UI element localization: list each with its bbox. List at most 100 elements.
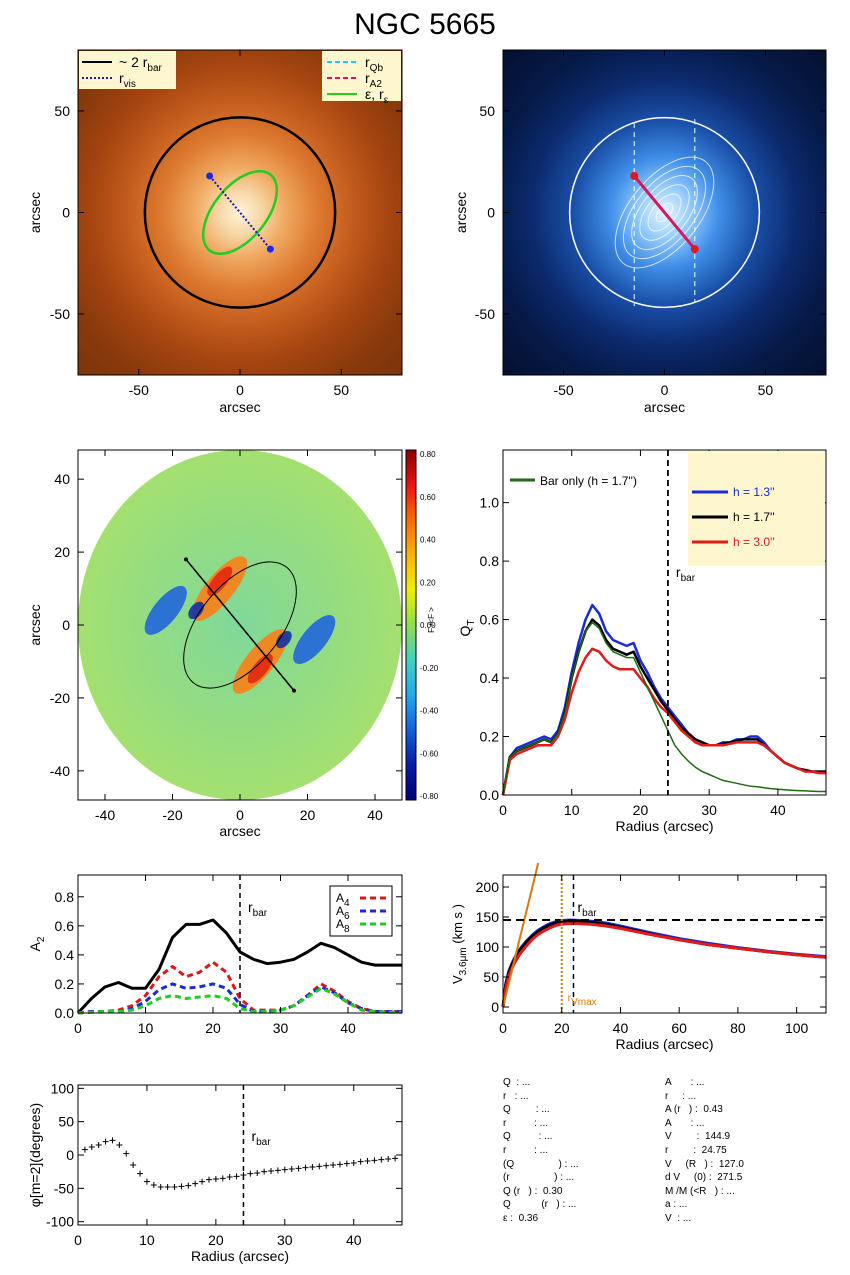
- y-tick-label: 0: [62, 617, 70, 633]
- phase-point: [247, 1170, 254, 1177]
- velocity-frame: [502, 874, 827, 1014]
- y-tick-label: 0.6: [480, 612, 500, 628]
- phase-point: [102, 1138, 109, 1145]
- y-axis-label: arcsec: [27, 192, 43, 233]
- x-tick-label: 0: [499, 1020, 507, 1036]
- rbar-label: rbar: [251, 1128, 271, 1148]
- y-tick-label: 0.4: [55, 947, 75, 963]
- phase-point: [192, 1180, 199, 1187]
- legend-b-box: [322, 51, 401, 101]
- phase-point: [261, 1168, 268, 1175]
- legend-b-label: ε, rε: [365, 86, 389, 106]
- bar-axis-line: [185, 558, 295, 692]
- phase-point: [309, 1164, 316, 1170]
- phase-point: [316, 1163, 323, 1170]
- bar-circle-2rbar: [143, 116, 337, 309]
- phase-point: [288, 1166, 295, 1172]
- x-tick-label: 0: [236, 382, 244, 398]
- phase-point: [185, 1182, 192, 1189]
- x-tick-label: 0: [499, 802, 507, 818]
- stats-line: r : ...: [503, 1090, 529, 1102]
- force-contour: [631, 175, 698, 250]
- phase-point: [212, 1176, 219, 1182]
- stats-line: r : ...: [665, 1090, 697, 1102]
- y-tick-label: 1.0: [480, 495, 500, 511]
- amplitude-series-line: [77, 960, 402, 1015]
- qt-frame: [502, 449, 827, 796]
- phase-point: [385, 1156, 392, 1162]
- rvis-endpoint: [266, 245, 274, 253]
- bar-ellipse: [183, 561, 297, 689]
- negative-lobe: [293, 615, 336, 665]
- rvis-line: [208, 175, 272, 250]
- legend-qt-label: h = 3.0'': [733, 535, 775, 549]
- y-tick-label: 0: [62, 205, 70, 221]
- amplitude-series-line: [77, 982, 402, 1015]
- y-tick-label: -100: [46, 1214, 74, 1230]
- legend-qt-label: h = 1.7'': [733, 510, 775, 524]
- x-tick-label: 10: [139, 1232, 155, 1248]
- phase-point: [143, 1178, 150, 1185]
- stats-line: r : ...: [503, 1117, 549, 1129]
- stats-line: V : 144.9: [665, 1131, 731, 1143]
- phase-point: [343, 1160, 350, 1167]
- y-tick-label: 0.8: [55, 889, 75, 905]
- qt-series-line: [501, 603, 826, 796]
- y-tick-label: -50: [54, 1180, 74, 1196]
- qt-series-line: [502, 621, 826, 796]
- phase-point: [330, 1162, 337, 1168]
- rbar-label: rbar: [248, 899, 268, 919]
- amplitude-frame: [77, 874, 403, 1014]
- negative-core: [276, 630, 292, 649]
- y-tick-label: 200: [476, 879, 500, 895]
- legend-bar-only-label: Bar only (h = 1.7''): [540, 474, 637, 488]
- colorbar-tick-label: -0.20: [420, 664, 439, 673]
- phase-point: [268, 1168, 275, 1174]
- bar-endpoint: [184, 557, 188, 562]
- legend-qt-box: [688, 451, 825, 566]
- negative-lobe: [144, 585, 187, 635]
- y-tick-label: 0.0: [480, 787, 500, 803]
- x-tick-label: 100: [785, 1020, 809, 1036]
- phase-point: [233, 1173, 240, 1180]
- force-contour: [639, 184, 690, 241]
- y-tick-label: 100: [476, 939, 500, 955]
- rhm-label: rVmax: [568, 993, 597, 1008]
- phase-point: [350, 1160, 357, 1166]
- y-tick-label: -40: [50, 763, 70, 779]
- phase-point: [274, 1167, 281, 1174]
- x-axis-label: Radius (arcsec): [615, 818, 713, 834]
- x-tick-label: 40: [346, 1232, 362, 1248]
- y-axis-label: V3.6μm (km s ): [450, 904, 469, 984]
- y-axis-label: A2: [27, 936, 47, 951]
- colorbar-tick-label: 0.20: [420, 578, 436, 587]
- positive-core: [207, 566, 233, 596]
- phase-point: [357, 1158, 364, 1165]
- x-tick-label: 40: [367, 807, 383, 823]
- x-tick-label: -20: [162, 807, 182, 823]
- stats-line: Q (r ) : 0.30: [503, 1185, 563, 1197]
- y-tick-label: 0: [487, 205, 495, 221]
- y-axis-label: QT: [457, 620, 477, 637]
- y-tick-label: -50: [50, 306, 70, 322]
- colorbar-tick-label: 0.60: [420, 493, 436, 502]
- y-tick-label: 0.4: [480, 670, 500, 686]
- phase-point: [371, 1157, 378, 1164]
- bar-endpoint: [292, 688, 296, 693]
- phase-point: [137, 1170, 144, 1177]
- x-axis-label: arcsec: [219, 399, 260, 415]
- phase-point: [226, 1174, 233, 1180]
- phase-point: [323, 1162, 330, 1169]
- force-contour: [614, 156, 715, 269]
- phase-point: [81, 1146, 88, 1153]
- phase-point: [281, 1166, 288, 1173]
- x-axis-label: Radius (arcsec): [615, 1036, 713, 1052]
- page-title: NGC 5665: [354, 8, 496, 41]
- y-tick-label: 40: [54, 471, 70, 487]
- stellar-image: [78, 50, 402, 375]
- colorbar-tick-label: -0.80: [420, 792, 439, 801]
- phase-point: [295, 1165, 302, 1172]
- x-tick-label: 50: [758, 382, 774, 398]
- x-tick-label: 20: [554, 1020, 570, 1036]
